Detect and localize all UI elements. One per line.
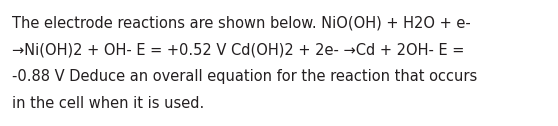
Text: -0.88 V Deduce an overall equation for the reaction that occurs: -0.88 V Deduce an overall equation for t… (12, 69, 478, 84)
Text: in the cell when it is used.: in the cell when it is used. (12, 96, 205, 111)
Text: →Ni(OH)2 + OH- E = +0.52 V Cd(OH)2 + 2e- →Cd + 2OH- E =: →Ni(OH)2 + OH- E = +0.52 V Cd(OH)2 + 2e-… (12, 42, 465, 57)
Text: The electrode reactions are shown below. NiO(OH) + H2O + e-: The electrode reactions are shown below.… (12, 15, 471, 30)
